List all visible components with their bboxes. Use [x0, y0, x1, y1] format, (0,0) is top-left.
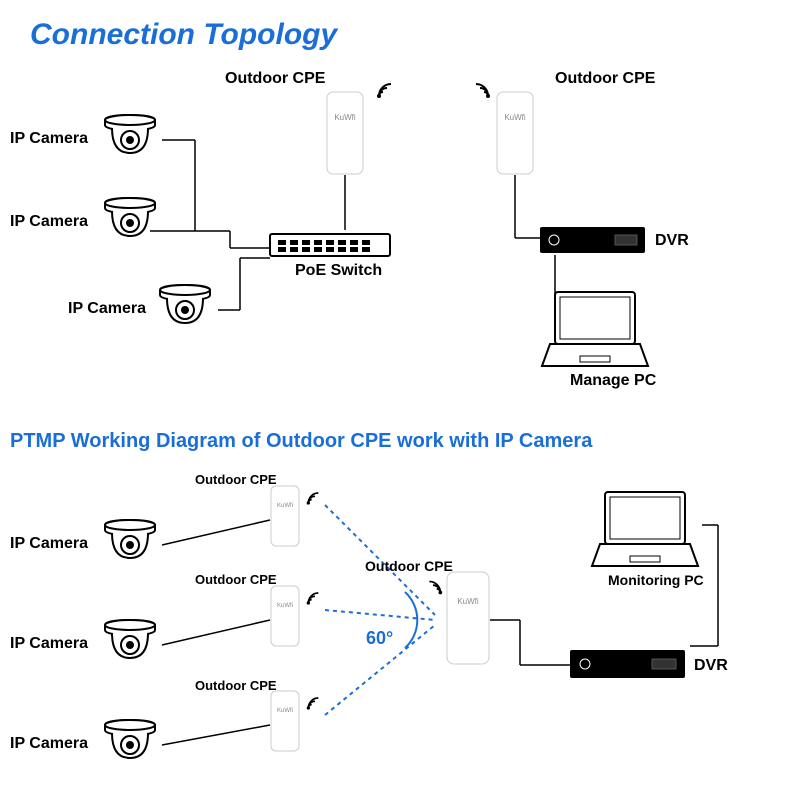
svg-text:KuWfi: KuWfi: [277, 603, 293, 609]
svg-text:KuWfi: KuWfi: [457, 597, 479, 606]
ip-camera-icon: [100, 520, 160, 565]
angle-label: 60°: [366, 628, 393, 649]
outdoor-cpe-label: Outdoor CPE: [365, 558, 453, 574]
dvr-icon: [570, 648, 685, 676]
wifi-icon: [305, 693, 329, 717]
outdoor-cpe-label: Outdoor CPE: [195, 572, 277, 587]
wifi-icon: [420, 576, 444, 600]
dvr-label: DVR: [694, 657, 728, 675]
laptop-icon: [590, 490, 700, 570]
svg-text:KuWfi: KuWfi: [277, 503, 293, 509]
connection-lines-bottom: [0, 0, 800, 800]
wifi-icon: [305, 588, 329, 612]
wifi-icon: [305, 488, 329, 512]
ip-camera-icon: [100, 720, 160, 765]
outdoor-cpe-icon: KuWfi: [445, 570, 491, 666]
outdoor-cpe-label: Outdoor CPE: [195, 678, 277, 693]
outdoor-cpe-label: Outdoor CPE: [195, 472, 277, 487]
ip-camera-label: IP Camera: [10, 535, 88, 553]
ip-camera-label: IP Camera: [10, 635, 88, 653]
ip-camera-label: IP Camera: [10, 735, 88, 753]
monitoring-pc-label: Monitoring PC: [608, 572, 704, 588]
outdoor-cpe-icon: KuWfi: [270, 485, 300, 552]
ip-camera-icon: [100, 620, 160, 665]
svg-text:KuWfi: KuWfi: [277, 708, 293, 714]
outdoor-cpe-icon: KuWfi: [270, 585, 300, 652]
outdoor-cpe-icon: KuWfi: [270, 690, 300, 757]
